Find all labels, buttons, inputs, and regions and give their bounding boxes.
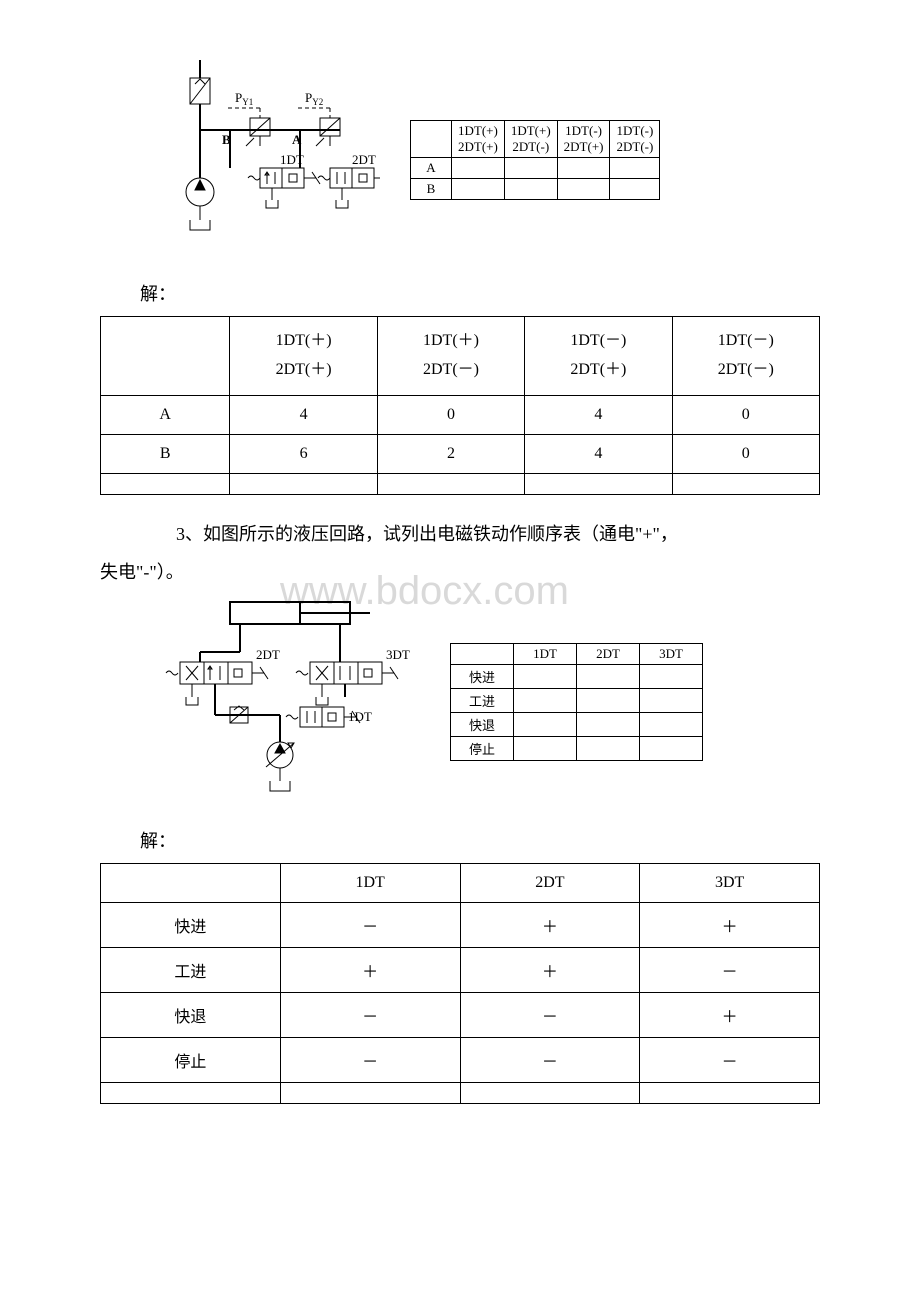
table-row [101, 1083, 820, 1104]
svg-text:3DT: 3DT [386, 647, 410, 662]
table-row: B 6 2 4 0 [101, 434, 820, 473]
problem2-blank-table: 1DT(+)2DT(+) 1DT(+)2DT(-) 1DT(-)2DT(+) 1… [410, 120, 660, 200]
figure2-row: www.bdocx.com 2DT [160, 597, 820, 807]
table-row: A 4 0 4 0 [101, 395, 820, 434]
table-row: 工进 [451, 689, 703, 713]
svg-text:2DT: 2DT [256, 647, 280, 662]
svg-text:2DT: 2DT [352, 152, 376, 167]
table-row: 快进 － ＋ ＋ [101, 903, 820, 948]
problem3-blank-table: 1DT 2DT 3DT 快进 工进 快退 停止 [450, 643, 703, 761]
table-row: A [411, 158, 660, 179]
svg-text:PY2: PY2 [305, 90, 323, 107]
table-row: 快进 [451, 665, 703, 689]
figure1-row: PY1 PY2 B A 1DT [140, 60, 820, 260]
svg-text:PY1: PY1 [235, 90, 253, 107]
svg-text:1DT: 1DT [348, 709, 372, 724]
hydraulic-diagram-2: 2DT 3DT 1DT [160, 597, 420, 807]
table-row: 停止 － － － [101, 1038, 820, 1083]
problem2-solution-table: 1DT(＋)2DT(＋) 1DT(＋)2DT(－) 1DT(－)2DT(＋) 1… [100, 316, 820, 495]
table-row: B [411, 179, 660, 200]
problem3-solution-table: 1DT 2DT 3DT 快进 － ＋ ＋ 工进 ＋ ＋ － 快退 － － ＋ 停… [100, 863, 820, 1104]
svg-text:1DT: 1DT [280, 152, 304, 167]
table-row: 快退 [451, 713, 703, 737]
hydraulic-diagram-1: PY1 PY2 B A 1DT [140, 60, 380, 260]
question-3-text: 3、如图所示的液压回路，试列出电磁铁动作顺序表（通电"+"， 失电"-"）。 [100, 520, 820, 588]
solution-label-1: 解： [140, 280, 820, 306]
table-row: 工进 ＋ ＋ － [101, 948, 820, 993]
table-row: 快退 － － ＋ [101, 993, 820, 1038]
solution-label-2: 解： [140, 827, 820, 853]
table-row [101, 473, 820, 494]
table-row: 停止 [451, 737, 703, 761]
